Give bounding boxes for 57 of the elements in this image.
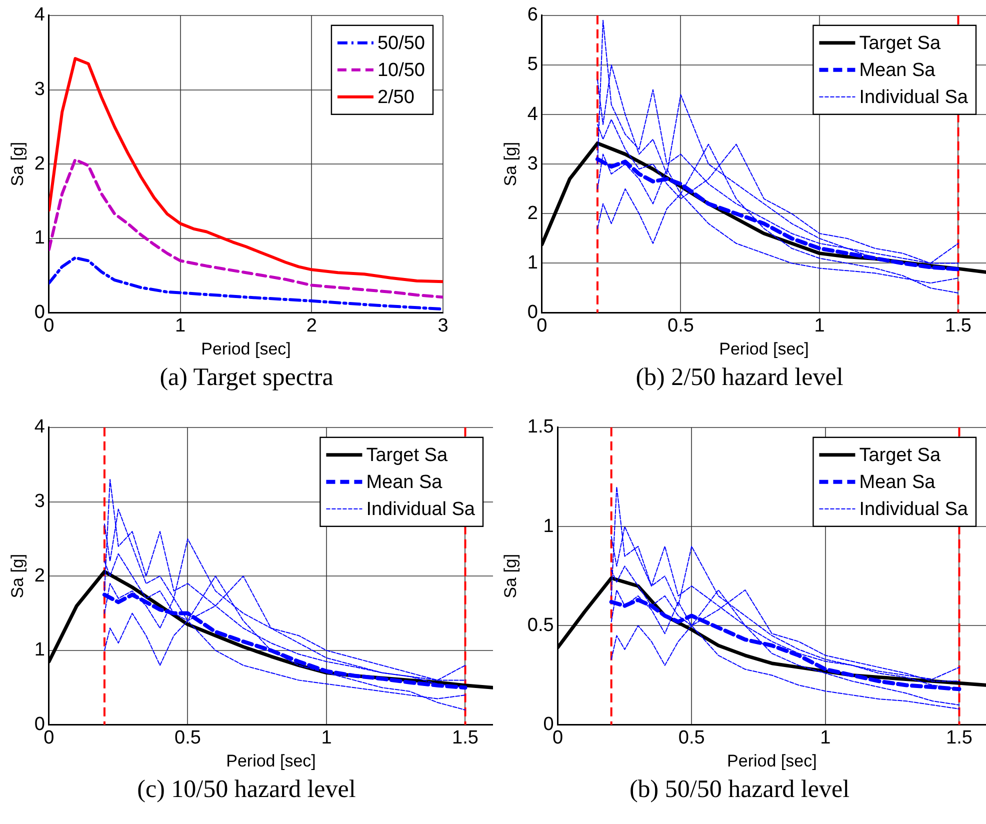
- y-tick-label: 6: [527, 4, 538, 26]
- x-tick-label: 1.5: [945, 315, 972, 336]
- x-axis-title: Period [sec]: [201, 339, 291, 358]
- x-tick-label: 2: [306, 315, 317, 336]
- x-tick-label: 0.5: [174, 727, 201, 748]
- y-tick-label: 1: [34, 640, 45, 661]
- x-tick-label: 1: [820, 727, 831, 748]
- y-tick-label: 1: [543, 516, 554, 537]
- y-tick-label: 5: [527, 54, 538, 76]
- x-tick-label: 1.5: [946, 727, 972, 748]
- legend-label: Mean Sa: [859, 60, 936, 82]
- y-tick-label: 4: [34, 416, 46, 438]
- y-tick-label: 0: [34, 302, 45, 324]
- y-axis-title: Sa [g]: [500, 142, 520, 186]
- y-tick-label: 1.5: [527, 416, 554, 438]
- text: (c) 10/50 hazard level: [136, 776, 357, 804]
- y-tick-label: 0: [34, 714, 45, 736]
- y-tick-label: 3: [34, 490, 45, 512]
- legend-label: Target Sa: [366, 445, 448, 466]
- y-tick-label: 3: [527, 153, 538, 174]
- y-tick-label: 0: [543, 714, 554, 736]
- y-axis-title: Sa [g]: [8, 142, 27, 186]
- legend-label: Individual Sa: [859, 499, 968, 520]
- y-tick-label: 0.5: [527, 614, 554, 636]
- x-tick-label: 1: [175, 315, 186, 336]
- text: (b) 50/50 hazard level: [628, 776, 851, 804]
- y-tick-label: 2: [34, 153, 45, 174]
- y-tick-label: 1: [34, 228, 45, 249]
- y-axis-title: Sa [g]: [8, 554, 27, 598]
- legend-label: Target Sa: [859, 445, 941, 466]
- text: (b) 2/50 hazard level: [634, 364, 844, 392]
- x-tick-label: 1.5: [452, 727, 478, 748]
- legend-label: 2/50: [377, 87, 414, 108]
- y-tick-label: 3: [34, 78, 45, 100]
- text: (a) Target spectra: [158, 364, 334, 392]
- x-tick-label: 0.5: [668, 315, 694, 336]
- legend-label: Mean Sa: [366, 472, 443, 494]
- legend-label: Mean Sa: [859, 472, 936, 494]
- y-tick-label: 1: [527, 252, 538, 274]
- x-axis-title: Period [sec]: [727, 751, 817, 770]
- legend-label: Target Sa: [859, 33, 941, 54]
- x-axis-title: Period [sec]: [719, 339, 809, 358]
- legend-label: 50/50: [377, 33, 425, 54]
- y-tick-label: 2: [527, 202, 538, 224]
- y-tick-label: 0: [527, 302, 538, 324]
- x-tick-label: 0.5: [678, 727, 705, 748]
- y-tick-label: 4: [34, 4, 46, 26]
- x-tick-label: 3: [438, 315, 448, 336]
- legend-label: Individual Sa: [859, 87, 968, 108]
- y-tick-label: 4: [527, 104, 538, 125]
- x-tick-label: 1: [814, 315, 825, 336]
- y-tick-label: 2: [34, 565, 45, 586]
- legend-label: Individual Sa: [366, 499, 476, 520]
- x-tick-label: 1: [321, 727, 332, 748]
- legend-label: 10/50: [377, 60, 425, 82]
- y-axis-title: Sa [g]: [500, 554, 520, 598]
- x-axis-title: Period [sec]: [226, 751, 316, 770]
